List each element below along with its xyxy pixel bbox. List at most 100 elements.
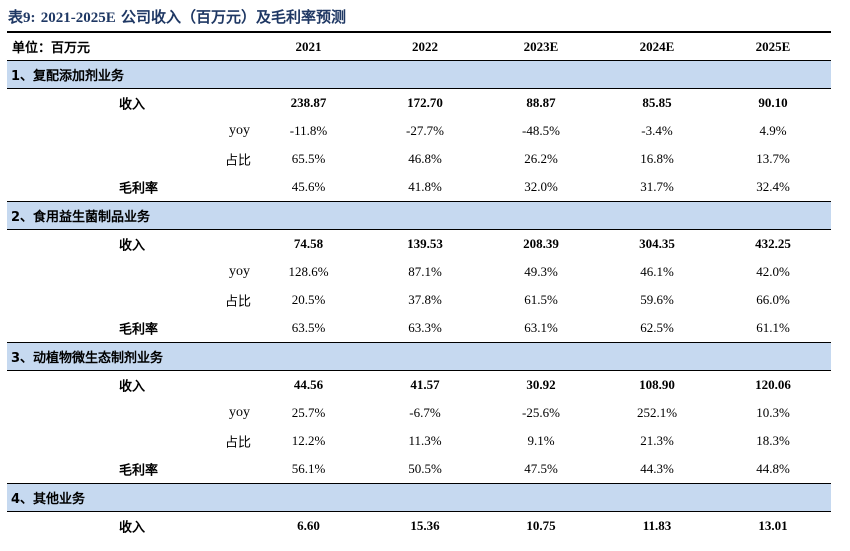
row-label: 收入 bbox=[119, 520, 146, 536]
table-cell: 63.5% bbox=[291, 320, 326, 335]
table-cell: 47.5% bbox=[524, 461, 558, 476]
table-cell: 74.58 bbox=[293, 236, 324, 251]
revenue-row: 收入 44.56 41.57 30.92 108.90 120.06 bbox=[7, 371, 831, 400]
table-cell: 18.3% bbox=[756, 433, 790, 448]
section-label: 3、动植物微生态制剂业务 bbox=[7, 342, 250, 371]
table-cell: 61.1% bbox=[756, 320, 790, 335]
table-cell: 11.3% bbox=[408, 433, 442, 448]
table-cell: 44.56 bbox=[293, 377, 324, 392]
row-label: 占比 bbox=[225, 153, 252, 169]
table-cell: 42.0% bbox=[756, 264, 790, 279]
row-label: 收入 bbox=[119, 97, 146, 113]
year-header: 2022 bbox=[367, 31, 483, 61]
table-cell: 139.53 bbox=[407, 236, 443, 251]
yoy-row: yoy 25.7% -6.7% -25.6% 252.1% 10.3% bbox=[7, 399, 831, 427]
table-cell: 21.3% bbox=[640, 433, 674, 448]
row-label: 收入 bbox=[119, 379, 146, 395]
year-header: 2025E bbox=[715, 31, 831, 61]
table-cell: 10.3% bbox=[756, 405, 790, 420]
table-cell: 120.06 bbox=[755, 377, 791, 392]
table-cell: 41.57 bbox=[410, 377, 440, 392]
row-label: yoy bbox=[229, 123, 250, 138]
table-cell: 25.7% bbox=[291, 405, 326, 420]
table-cell: 32.0% bbox=[524, 179, 558, 194]
table-cell: 16.8% bbox=[640, 151, 674, 166]
table-cell: 31.7% bbox=[640, 179, 674, 194]
table-cell: 6.60 bbox=[297, 518, 320, 533]
table-cell: 15.36 bbox=[410, 518, 440, 533]
share-row: 占比 20.5% 37.8% 61.5% 59.6% 66.0% bbox=[7, 286, 831, 314]
row-label: 毛利率 bbox=[119, 463, 159, 479]
table-cell: 44.8% bbox=[756, 461, 790, 476]
table-cell: 63.3% bbox=[408, 320, 442, 335]
row-label: 毛利率 bbox=[119, 181, 159, 197]
table-cell: 252.1% bbox=[636, 405, 678, 420]
table-cell: 44.3% bbox=[640, 461, 674, 476]
share-row: 占比 12.2% 11.3% 9.1% 21.3% 18.3% bbox=[7, 427, 831, 455]
year-header: 2024E bbox=[599, 31, 715, 61]
section-label: 4、其他业务 bbox=[7, 483, 250, 512]
table-cell: 304.35 bbox=[639, 236, 675, 251]
yoy-row: yoy 128.6% 87.1% 49.3% 46.1% 42.0% bbox=[7, 258, 831, 286]
table-cell: 32.4% bbox=[756, 179, 790, 194]
row-label: yoy bbox=[229, 264, 250, 279]
section-row: 2、食用益生菌制品业务 bbox=[7, 201, 831, 230]
table-cell: 10.75 bbox=[526, 518, 556, 533]
table-cell: 45.6% bbox=[291, 179, 326, 194]
table-cell: 65.5% bbox=[291, 151, 326, 166]
table-cell: 238.87 bbox=[290, 95, 327, 110]
yoy-row: yoy -11.8% -27.7% -48.5% -3.4% 4.9% bbox=[7, 117, 831, 145]
forecast-table: 单位：百万元 2021 2022 2023E 2024E 2025E 1、复配添… bbox=[7, 31, 831, 540]
table-cell: 108.90 bbox=[639, 377, 675, 392]
table-cell: 4.9% bbox=[759, 123, 787, 138]
table-cell: 9.1% bbox=[527, 433, 555, 448]
row-label: 占比 bbox=[225, 435, 252, 451]
table-cell: 30.92 bbox=[526, 377, 556, 392]
table-cell: 66.0% bbox=[756, 292, 790, 307]
table-cell: 20.5% bbox=[291, 292, 326, 307]
section-row: 3、动植物微生态制剂业务 bbox=[7, 342, 831, 371]
share-row: 占比 65.5% 46.8% 26.2% 16.8% 13.7% bbox=[7, 145, 831, 173]
table-cell: 63.1% bbox=[524, 320, 558, 335]
margin-row: 毛利率 45.6% 41.8% 32.0% 31.7% 32.4% bbox=[7, 173, 831, 202]
section-label: 2、食用益生菌制品业务 bbox=[7, 201, 250, 230]
table-cell: 62.5% bbox=[640, 320, 674, 335]
section-row: 4、其他业务 bbox=[7, 483, 831, 512]
table-cell: -25.6% bbox=[522, 405, 560, 420]
table-cell: -11.8% bbox=[289, 123, 328, 138]
table-cell: 50.5% bbox=[408, 461, 442, 476]
table-cell: 49.3% bbox=[524, 264, 558, 279]
table-cell: -48.5% bbox=[522, 123, 560, 138]
row-label: 收入 bbox=[119, 238, 146, 254]
section-row: 1、复配添加剂业务 bbox=[7, 60, 831, 89]
unit-label: 单位：百万元 bbox=[7, 31, 250, 61]
table-cell: -3.4% bbox=[641, 123, 673, 138]
margin-row: 毛利率 63.5% 63.3% 63.1% 62.5% 61.1% bbox=[7, 314, 831, 343]
revenue-row: 收入 74.58 139.53 208.39 304.35 432.25 bbox=[7, 230, 831, 259]
table-cell: 208.39 bbox=[523, 236, 559, 251]
table-cell: 90.10 bbox=[758, 95, 788, 110]
table-cell: 46.8% bbox=[408, 151, 442, 166]
table-title: 表9: 2021-2025E 公司收入（百万元）及毛利率预测 bbox=[8, 8, 346, 26]
table-cell: 26.2% bbox=[524, 151, 558, 166]
table-cell: 61.5% bbox=[524, 292, 558, 307]
table-cell: 128.6% bbox=[288, 264, 329, 279]
table-cell: 85.85 bbox=[642, 95, 672, 110]
table-cell: -6.7% bbox=[409, 405, 441, 420]
table-cell: 432.25 bbox=[755, 236, 791, 251]
row-label: yoy bbox=[229, 405, 250, 420]
table-cell: 41.8% bbox=[408, 179, 442, 194]
table-cell: -27.7% bbox=[406, 123, 444, 138]
row-label: 占比 bbox=[225, 294, 252, 310]
table-cell: 172.70 bbox=[407, 95, 443, 110]
table-cell: 87.1% bbox=[408, 264, 442, 279]
year-header: 2023E bbox=[483, 31, 599, 61]
table-cell: 56.1% bbox=[291, 461, 326, 476]
header-row: 单位：百万元 2021 2022 2023E 2024E 2025E bbox=[7, 31, 831, 61]
table-cell: 12.2% bbox=[291, 433, 326, 448]
margin-row: 毛利率 56.1% 50.5% 47.5% 44.3% 44.8% bbox=[7, 455, 831, 484]
revenue-row: 收入 238.87 172.70 88.87 85.85 90.10 bbox=[7, 89, 831, 118]
section-label: 1、复配添加剂业务 bbox=[7, 60, 250, 89]
table-cell: 37.8% bbox=[408, 292, 442, 307]
table-cell: 13.7% bbox=[756, 151, 790, 166]
